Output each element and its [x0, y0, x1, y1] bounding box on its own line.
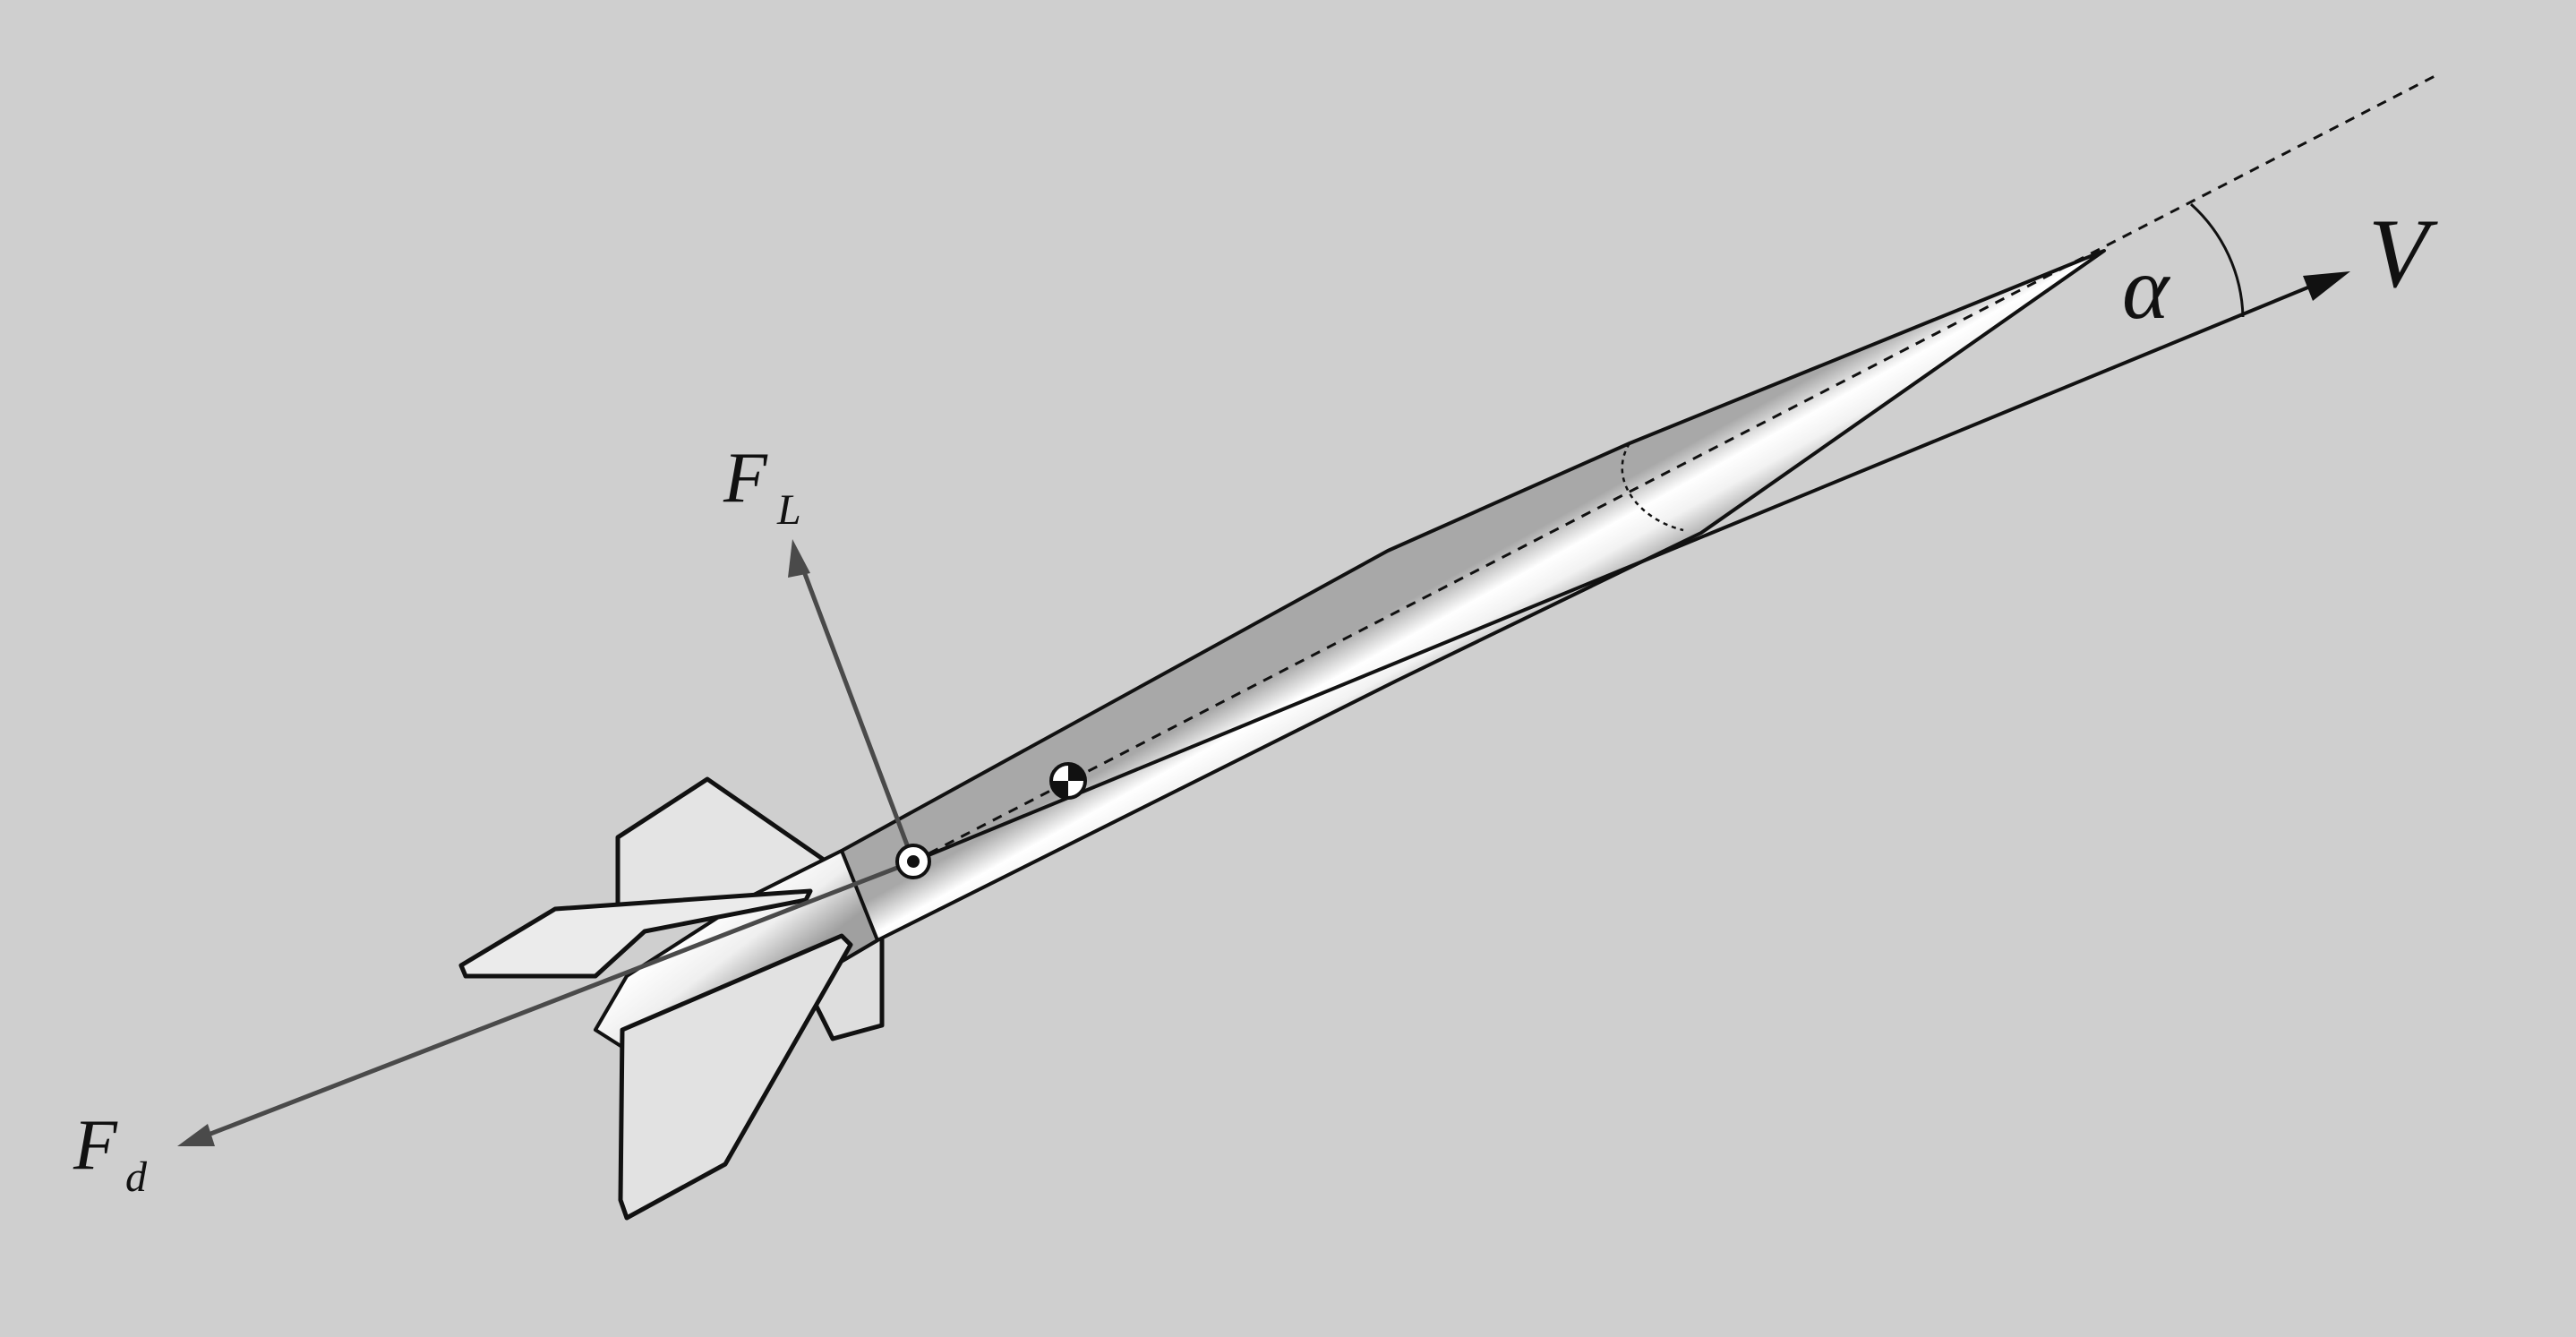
lift-arrowhead: [788, 539, 810, 578]
drag-vector: [201, 859, 914, 1140]
left-fin: [458, 888, 813, 979]
lift-vector: [797, 559, 916, 862]
nose-cone-joint: [1621, 442, 1684, 532]
center-of-gravity-symbol: [1049, 762, 1087, 800]
velocity-label: V: [2368, 199, 2438, 308]
lift-subscript: L: [776, 486, 801, 534]
velocity-vector: [912, 285, 2311, 863]
alpha-label: α: [2122, 238, 2171, 338]
bottom-fin: [618, 933, 853, 1221]
velocity-arrowhead: [2303, 271, 2350, 301]
drag-subscript: d: [125, 1153, 148, 1201]
center-of-pressure-symbol: [895, 844, 931, 879]
drag-arrowhead: [177, 1124, 215, 1146]
drag-label: F: [73, 1106, 118, 1185]
lift-label: F: [723, 439, 768, 518]
alpha-arc: [2189, 202, 2245, 318]
